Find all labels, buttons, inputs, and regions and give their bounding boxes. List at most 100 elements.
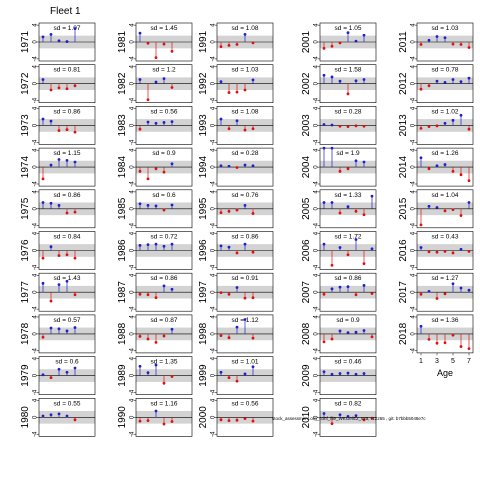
residual-point — [354, 79, 358, 83]
sd-label: sd = 1.08 — [232, 25, 259, 32]
residual-point — [346, 92, 350, 96]
y-tick-label: -4 — [411, 264, 417, 270]
sd-label: sd = 0.72 — [151, 234, 178, 241]
sd-label: sd = 0.86 — [232, 234, 259, 241]
y-tick-label: 4 — [130, 356, 136, 360]
residual-point — [154, 204, 158, 208]
y-tick-label: -4 — [130, 347, 136, 353]
residual-point — [419, 324, 423, 328]
residual-point — [243, 318, 247, 321]
residual-point — [451, 169, 455, 173]
y-tick-label: -4 — [211, 389, 217, 395]
year-label: 1986 — [117, 239, 128, 262]
residual-point — [330, 44, 334, 48]
residual-point — [443, 36, 447, 40]
residual-point — [138, 78, 142, 81]
y-tick-label: 0 — [411, 165, 417, 169]
residual-point — [443, 81, 447, 84]
residual-point — [49, 163, 53, 167]
y-tick-label: -4 — [211, 222, 217, 228]
residual-point — [338, 79, 342, 83]
sd-label: sd = 0.43 — [432, 234, 459, 241]
residual-point — [330, 372, 334, 376]
y-tick-label: 0 — [314, 373, 320, 377]
y-tick-label: -4 — [130, 306, 136, 312]
y-tick-label: 4 — [130, 315, 136, 319]
y-tick-label: 4 — [211, 106, 217, 110]
residual-point — [154, 296, 158, 300]
y-tick-label: 0 — [211, 332, 217, 336]
year-label: 2001 — [301, 30, 312, 53]
year-label: 1991 — [198, 30, 209, 53]
residual-point — [467, 127, 471, 131]
y-tick-label: 0 — [411, 123, 417, 127]
y-tick-label: 0 — [314, 332, 320, 336]
y-tick-label: 0 — [314, 40, 320, 44]
sd-label: sd = 0.46 — [335, 359, 362, 366]
residual-point — [354, 159, 358, 163]
residual-point — [73, 418, 77, 422]
residual-point — [338, 124, 342, 128]
sd-label: sd = 0.6 — [55, 359, 79, 366]
residual-point — [49, 326, 53, 330]
residual-point — [330, 146, 334, 150]
y-tick-label: 4 — [130, 273, 136, 277]
y-tick-label: 4 — [130, 231, 136, 235]
y-tick-label: -4 — [411, 222, 417, 228]
residual-point — [154, 56, 158, 60]
residual-point — [170, 420, 174, 423]
residual-point — [227, 292, 231, 296]
residual-point — [322, 370, 326, 374]
y-tick-label: -4 — [314, 306, 320, 312]
residual-point — [435, 250, 439, 254]
y-tick-label: -4 — [211, 431, 217, 437]
sd-label: sd = 0.91 — [232, 275, 259, 282]
x-tick-label: 7 — [467, 358, 471, 365]
residual-point — [162, 170, 166, 174]
residual-point — [419, 87, 423, 91]
chart-title: Fleet 1 — [50, 6, 81, 17]
residual-point — [235, 43, 239, 46]
sd-label: sd = 0.86 — [335, 275, 362, 282]
residual-point — [235, 251, 239, 255]
residual-point — [459, 286, 463, 290]
y-tick-label: -4 — [211, 139, 217, 145]
y-tick-label: 4 — [211, 148, 217, 152]
residual-point — [170, 86, 174, 89]
residual-point — [227, 376, 231, 380]
y-tick-label: -4 — [130, 264, 136, 270]
y-tick-label: -4 — [33, 431, 39, 437]
sd-label: sd = 0.56 — [151, 108, 178, 115]
residual-point — [338, 329, 342, 333]
sd-label: sd = 0.86 — [54, 192, 81, 199]
y-tick-label: 0 — [33, 165, 39, 169]
y-tick-label: 0 — [314, 123, 320, 127]
residual-point — [49, 33, 53, 36]
residual-point — [419, 43, 423, 46]
residual-point — [138, 364, 142, 368]
y-tick-label: 0 — [211, 206, 217, 210]
y-tick-label: 0 — [33, 40, 39, 44]
residual-point — [459, 214, 463, 217]
sd-label: sd = 1.9 — [336, 150, 360, 157]
residual-point — [146, 120, 150, 124]
year-label: 1992 — [198, 72, 209, 95]
residual-point — [138, 31, 142, 35]
y-tick-label: -4 — [411, 181, 417, 187]
y-tick-label: -4 — [130, 139, 136, 145]
y-tick-label: 4 — [411, 64, 417, 68]
residual-point — [57, 367, 61, 371]
residual-point — [362, 160, 366, 164]
residual-point — [57, 283, 61, 286]
y-tick-label: 0 — [314, 81, 320, 85]
residual-point — [57, 86, 61, 90]
residual-point — [467, 249, 471, 253]
